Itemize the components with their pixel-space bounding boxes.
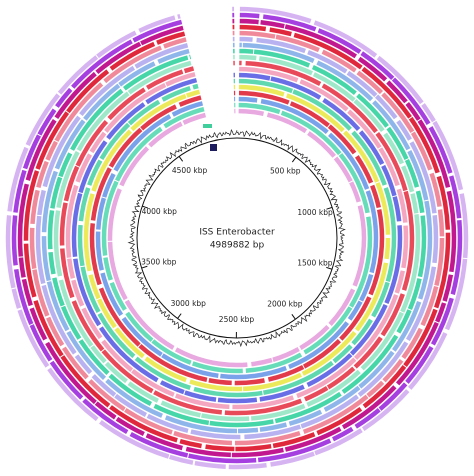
gap-wedge: [176, 0, 237, 238]
tick-mark: [177, 313, 182, 319]
tick-mark: [326, 206, 333, 210]
gc-track: [127, 129, 346, 348]
start-marker: [210, 144, 217, 151]
tick-label: 4500 kbp: [172, 166, 208, 175]
tick-label: 1500 kbp: [297, 259, 333, 268]
feature-block: [203, 124, 212, 128]
tick-mark: [178, 156, 184, 162]
tick-mark: [142, 205, 149, 209]
tick-label: 3000 kbp: [171, 299, 207, 308]
tick-mark: [326, 266, 333, 270]
genome-ring: [23, 24, 451, 452]
tick-mark: [141, 265, 148, 269]
tick-label: 4000 kbp: [142, 207, 178, 216]
gc-line: [127, 129, 346, 348]
backbone: [136, 137, 338, 339]
center-subtitle: 4989882 bp: [210, 241, 265, 251]
tick-label: 1000 kbp: [297, 208, 333, 217]
tick-mark: [291, 314, 296, 320]
tick-label: 3500 kbp: [141, 258, 177, 267]
gap-wedge: [234, 0, 240, 238]
tick-label: 2500 kbp: [219, 315, 255, 324]
tick-mark: [291, 156, 297, 163]
tick-label: 2000 kbp: [267, 300, 303, 309]
genome-ring: [89, 90, 385, 386]
tick-label: 500 kbp: [270, 167, 301, 176]
center-title: ISS Enterobacter: [199, 228, 275, 238]
